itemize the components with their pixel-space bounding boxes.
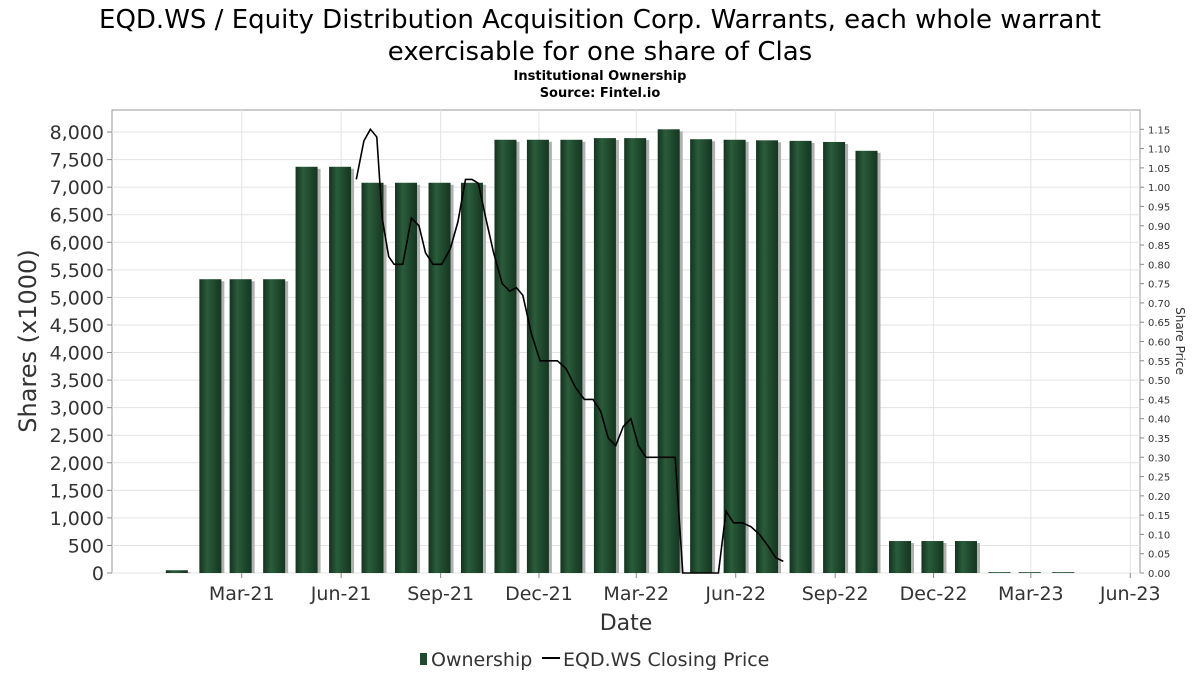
ownership-bar — [756, 140, 779, 573]
y2-tick-label: 0.30 — [1148, 453, 1170, 464]
x-axis-label: Date — [600, 611, 653, 636]
ownership-bars — [165, 129, 1075, 574]
y2-tick-label: 0.00 — [1148, 569, 1170, 580]
ownership-bar — [889, 541, 912, 573]
y2-tick-label: 0.90 — [1148, 222, 1170, 233]
y-tick-label: 5,000 — [50, 287, 104, 309]
ownership-bar — [395, 182, 418, 573]
chart-source: Source: Fintel.io — [540, 86, 661, 101]
y-tick-label: 3,500 — [50, 370, 104, 392]
y-tick-label: 6,000 — [50, 232, 104, 254]
chart-title-line1: EQD.WS / Equity Distribution Acquisition… — [99, 5, 1101, 35]
ownership-bar — [229, 279, 252, 573]
x-tick-label: Mar-22 — [603, 583, 669, 605]
chart-subtitle: Institutional Ownership — [514, 69, 687, 84]
y2-tick-label: 0.20 — [1148, 492, 1170, 503]
x-tick-label: Sep-22 — [802, 583, 869, 605]
y2-tick-label: 0.50 — [1148, 376, 1170, 387]
y2-tick-label: 1.00 — [1148, 183, 1170, 194]
ownership-bar — [329, 166, 352, 573]
y2-tick-label: 0.65 — [1148, 318, 1170, 329]
x-tick-label: Jun-23 — [1099, 583, 1161, 605]
legend: Ownership EQD.WS Closing Price — [420, 649, 769, 671]
ownership-bar — [723, 139, 746, 573]
ownership-bar — [921, 541, 944, 573]
y2-tick-label: 0.80 — [1148, 260, 1170, 271]
ownership-bar — [823, 141, 846, 573]
y2-axis-label: Share Price — [1173, 307, 1187, 375]
y2-tick-label: 0.45 — [1148, 395, 1170, 406]
x-tick-label: Jun-21 — [310, 583, 372, 605]
ownership-bar — [295, 166, 318, 573]
y2-tick-label: 0.25 — [1148, 473, 1170, 484]
y-tick-label: 8,000 — [50, 122, 104, 144]
chart-title-line2: exercisable for one share of Clas — [388, 37, 812, 67]
y2-tick-label: 0.60 — [1148, 338, 1170, 349]
y2-tick-label: 0.35 — [1148, 434, 1170, 445]
x-tick-label: Sep-21 — [407, 583, 474, 605]
ownership-bar — [789, 140, 812, 573]
ownership-bar — [593, 138, 616, 573]
price-line — [355, 127, 784, 574]
ownership-bar — [657, 129, 680, 573]
y2-tick-label: 0.40 — [1148, 415, 1170, 426]
legend-price-label: EQD.WS Closing Price — [563, 649, 769, 671]
ownership-bar — [199, 279, 222, 573]
ownership-bar — [460, 182, 483, 573]
y-tick-label: 6,500 — [50, 205, 104, 227]
y2-tick-label: 0.05 — [1148, 550, 1170, 561]
ownership-bar — [428, 182, 451, 573]
ownership-bar — [988, 572, 1011, 573]
y-tick-label: 500 — [68, 535, 104, 557]
y-tick-label: 7,000 — [50, 177, 104, 199]
y-tick-label: 7,500 — [50, 150, 104, 172]
y2-tick-label: 1.10 — [1148, 145, 1170, 156]
ownership-bar — [1052, 572, 1075, 573]
y2-tick-label: 0.55 — [1148, 357, 1170, 368]
ownership-bar — [1018, 572, 1041, 573]
left-axis-ticks: 0 500 1,000 1,500 2,000 2,500 3,000 3,500 4,000 4… — [50, 122, 112, 585]
y2-tick-label: 1.05 — [1148, 164, 1170, 175]
y-tick-label: 4,500 — [50, 315, 104, 337]
y-tick-label: 4,000 — [50, 343, 104, 365]
ownership-bar — [855, 150, 878, 574]
x-tick-label: Mar-23 — [998, 583, 1064, 605]
x-tick-label: Jun-22 — [704, 583, 766, 605]
y2-tick-label: 0.70 — [1148, 299, 1170, 310]
legend-ownership-swatch — [420, 653, 427, 665]
x-tick-label: Dec-21 — [505, 583, 573, 605]
ownership-bar — [624, 138, 647, 573]
ownership-bar — [361, 182, 384, 573]
y2-tick-label: 0.95 — [1148, 202, 1170, 213]
legend-ownership-label: Ownership — [431, 649, 532, 671]
right-axis-ticks: 0.00 0.05 0.10 0.15 0.20 0.25 0.30 0.35 0.40 0.45… — [1140, 125, 1170, 580]
y-tick-label: 0 — [92, 563, 104, 585]
y2-tick-label: 0.10 — [1148, 530, 1170, 541]
y2-tick-label: 0.15 — [1148, 511, 1170, 522]
y-tick-label: 2,000 — [50, 453, 104, 475]
ownership-bar — [494, 139, 517, 573]
ownership-bar — [690, 139, 713, 574]
ownership-bar — [954, 541, 977, 573]
ownership-bar — [263, 279, 286, 573]
y2-tick-label: 0.75 — [1148, 280, 1170, 291]
y-axis-label: Shares (x1000) — [14, 249, 42, 432]
y2-tick-label: 0.85 — [1148, 241, 1170, 252]
y-tick-label: 5,500 — [50, 260, 104, 282]
ownership-bar — [560, 139, 583, 573]
y-tick-label: 3,000 — [50, 398, 104, 420]
y-tick-label: 2,500 — [50, 425, 104, 447]
x-axis-ticks: Mar-21 Jun-21 Sep-21 Dec-21 Mar-22 Jun-22 Sep-… — [209, 573, 1161, 605]
y-tick-label: 1,000 — [50, 508, 104, 530]
x-tick-label: Mar-21 — [209, 583, 275, 605]
ownership-bar — [165, 570, 188, 573]
y-tick-label: 1,500 — [50, 480, 104, 502]
x-tick-label: Dec-22 — [900, 583, 968, 605]
y2-tick-label: 1.15 — [1148, 125, 1170, 136]
